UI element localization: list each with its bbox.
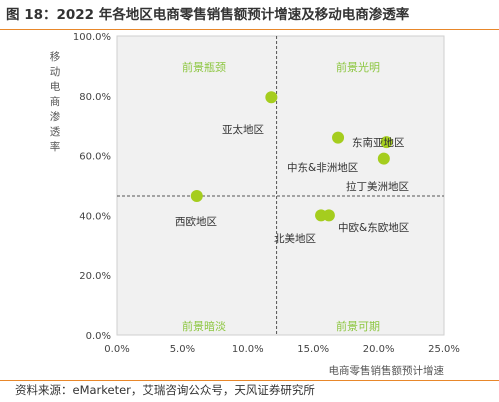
y-tick-label: 100.0% bbox=[73, 32, 111, 43]
y-axis-label-char: 商 bbox=[50, 95, 61, 108]
quadrant-label: 前景暗淡 bbox=[182, 319, 226, 333]
x-tick-label: 10.0% bbox=[232, 344, 264, 355]
y-axis-label-char: 动 bbox=[50, 66, 61, 78]
y-tick-label: 20.0% bbox=[79, 271, 111, 282]
point-label: 亚太地区 bbox=[222, 123, 264, 136]
y-tick-label: 60.0% bbox=[79, 152, 111, 163]
point-label: 拉丁美洲地区 bbox=[346, 180, 409, 193]
y-axis-label-char: 电 bbox=[50, 80, 61, 93]
quadrant-label: 前景瓶颈 bbox=[182, 60, 226, 74]
point-label: 东南亚地区 bbox=[352, 136, 405, 149]
y-tick-label: 0.0% bbox=[86, 331, 111, 342]
title-divider bbox=[0, 29, 499, 30]
plot-area bbox=[116, 35, 445, 336]
source-note: 资料来源：eMarketer，艾瑞咨询公众号，天风证券研究所 bbox=[15, 383, 315, 397]
point-label: 西欧地区 bbox=[175, 215, 217, 228]
data-point bbox=[380, 136, 393, 149]
y-axis-label-char: 渗 bbox=[50, 110, 61, 123]
x-tick-label: 20.0% bbox=[363, 344, 395, 355]
quadrant-label: 前景光明 bbox=[336, 60, 380, 74]
x-tick-label: 25.0% bbox=[428, 344, 460, 355]
data-point bbox=[377, 152, 390, 165]
data-point bbox=[322, 209, 335, 222]
y-tick-label: 40.0% bbox=[79, 211, 111, 222]
y-tick-label: 80.0% bbox=[79, 92, 111, 103]
data-point bbox=[190, 189, 203, 202]
y-axis-label-char: 透 bbox=[50, 126, 61, 138]
data-point bbox=[332, 131, 345, 144]
footer-divider bbox=[0, 380, 499, 381]
point-label: 北美地区 bbox=[274, 232, 316, 245]
chart-title: 图 18：2022 年各地区电商零售销售额预计增速及移动电商渗透率 bbox=[6, 7, 410, 23]
point-label: 中欧&东欧地区 bbox=[338, 221, 409, 234]
x-axis-label: 电商零售销售额预计增速 bbox=[329, 364, 445, 377]
x-tick-label: 15.0% bbox=[297, 344, 329, 355]
data-point bbox=[265, 91, 278, 104]
x-tick-label: 5.0% bbox=[170, 344, 195, 355]
y-axis-label-char: 率 bbox=[50, 140, 61, 153]
x-tick-label: 0.0% bbox=[104, 344, 129, 355]
point-label: 中东&非洲地区 bbox=[287, 161, 358, 174]
quadrant-label: 前景可期 bbox=[336, 319, 380, 333]
y-axis-label-char: 移 bbox=[50, 50, 61, 63]
